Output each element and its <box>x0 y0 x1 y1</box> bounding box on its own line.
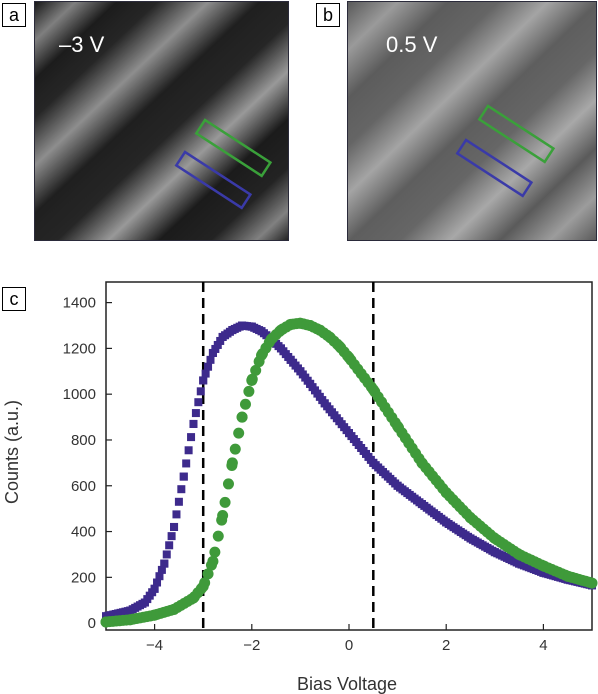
series-0-trail-29 <box>172 510 181 519</box>
voltage-label-b: 0.5 V <box>386 32 438 57</box>
series-0-trail-44 <box>208 348 217 357</box>
series-0-trail-33 <box>182 459 191 468</box>
series-0-trail-20 <box>150 584 159 593</box>
series-1-trail-30 <box>202 568 214 580</box>
series-0-trail-42 <box>204 362 213 371</box>
series-0-trail-25 <box>162 550 171 559</box>
series-1-trail-33 <box>212 530 224 542</box>
x-axis-title: Bias Voltage <box>297 674 397 694</box>
series-0-trail-47 <box>216 336 225 345</box>
series-0-trail-28 <box>170 522 179 531</box>
series-1-trail-32 <box>209 546 221 558</box>
micrograph-b-image <box>348 2 596 240</box>
roi-blue-box-b <box>455 138 534 198</box>
series-0-trail-35 <box>187 433 196 442</box>
panel-label-b: b <box>316 3 340 27</box>
series-1-trail-40 <box>236 411 248 423</box>
series-1-trail-44 <box>250 364 262 376</box>
series-0-trail-24 <box>160 559 169 568</box>
series-0-trail-45 <box>211 344 220 353</box>
series-0-trail-40 <box>199 376 208 385</box>
series-0-trail-46 <box>213 340 222 349</box>
plot-frame <box>105 281 593 631</box>
series-0-trail-26 <box>165 541 174 550</box>
series-0-trail-23 <box>157 565 166 574</box>
series-1-trail-34 <box>216 514 228 526</box>
series-0-trail-22 <box>155 572 164 581</box>
series-1-trail-29 <box>199 577 211 589</box>
x-tick-label-1: −2 <box>243 637 260 654</box>
x-tick-label-0: −4 <box>146 637 163 654</box>
series-1-trail-38 <box>229 443 241 455</box>
series-0-trail-27 <box>167 532 176 541</box>
y-tick-label-4: 800 <box>71 432 96 449</box>
y-tick-label-5: 1000 <box>63 386 96 403</box>
bias-voltage-chart: −4 −2 0 2 4 0 200 400 600 800 1000 1200 1400 Bias Vo… <box>2 281 598 694</box>
series-0-trail-36 <box>189 419 198 428</box>
series-1-trail-31 <box>205 559 217 571</box>
series-0-trail-21 <box>153 578 162 587</box>
series-0-trail-32 <box>179 472 188 481</box>
series-0-trail-41 <box>201 369 210 378</box>
y-axis-title: Counts (a.u.) <box>2 400 22 504</box>
series-0-trail-30 <box>174 497 183 506</box>
y-tick-label-2: 400 <box>71 524 96 541</box>
series-0-trail-38 <box>194 398 203 407</box>
micrograph-a-image <box>35 2 288 240</box>
plot-area: −4 −2 0 2 4 0 200 400 600 800 1000 1200 1400 <box>63 281 598 654</box>
x-tick-label-4: 4 <box>539 637 547 654</box>
series-1-trail-39 <box>233 427 245 439</box>
y-tick-label-6: 1200 <box>63 340 96 357</box>
y-tick-label-1: 200 <box>71 569 96 586</box>
x-tick-label-3: 2 <box>442 637 450 654</box>
series-1-trail-43 <box>246 373 258 385</box>
series-0-trail-31 <box>177 485 186 494</box>
y-tick-label-3: 600 <box>71 478 96 495</box>
y-tick-label-0: 0 <box>88 615 96 632</box>
series-1-trail-36 <box>222 478 234 490</box>
panel-label-a: a <box>2 3 26 27</box>
series-1-trail-41 <box>239 398 251 410</box>
roi-green-box-b <box>477 104 556 164</box>
series-0-trail-43 <box>206 355 215 364</box>
micrograph-b: 0.5 V <box>347 1 597 241</box>
voltage-label-a: –3 V <box>59 32 105 57</box>
series-1-trail-37 <box>226 460 238 472</box>
series-1-trail-142 <box>583 576 595 588</box>
series-0-trail-34 <box>184 446 193 455</box>
series-1-trail-42 <box>243 385 255 397</box>
roi-green-box-a <box>194 118 273 178</box>
x-tick-label-2: 0 <box>345 637 353 654</box>
roi-blue-box-a <box>174 150 253 210</box>
series-0-trail-39 <box>196 387 205 396</box>
micrograph-a: –3 V <box>34 1 289 241</box>
series-1-trail-35 <box>219 496 231 508</box>
panel-label-c: c <box>2 287 26 311</box>
series-0-trail-37 <box>191 409 200 418</box>
y-tick-label-7: 1400 <box>63 295 96 312</box>
